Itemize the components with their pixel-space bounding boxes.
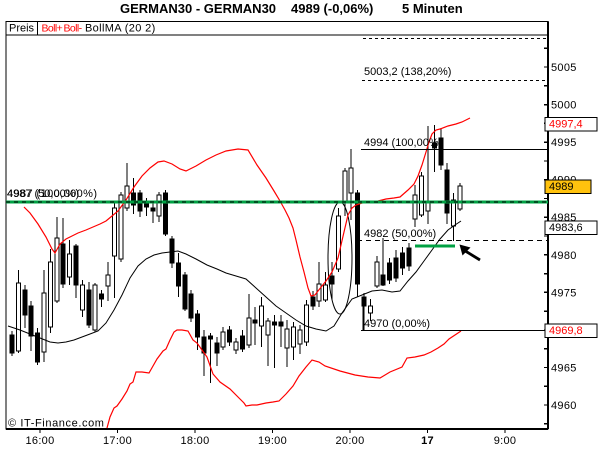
svg-text:4960: 4960 <box>551 400 577 412</box>
svg-text:16:00: 16:00 <box>25 435 54 447</box>
svg-text:19:00: 19:00 <box>258 435 287 447</box>
svg-text:BollMA (20 2): BollMA (20 2) <box>85 23 156 35</box>
svg-text:4969,8: 4969,8 <box>549 325 583 337</box>
svg-text:4989: 4989 <box>549 181 573 193</box>
svg-text:20:00: 20:00 <box>335 435 364 447</box>
svg-text:GERMAN30 - GERMAN30: GERMAN30 - GERMAN30 <box>120 1 276 16</box>
svg-text:4997,4: 4997,4 <box>549 118 583 130</box>
svg-text:4983,6: 4983,6 <box>549 222 583 234</box>
svg-text:4965: 4965 <box>551 362 577 374</box>
svg-text:5003,2 (138,20%): 5003,2 (138,20%) <box>364 66 451 78</box>
svg-text:9:00: 9:00 <box>494 435 517 447</box>
svg-text:4982 (50,00%): 4982 (50,00%) <box>364 228 436 240</box>
svg-text:4995: 4995 <box>551 137 577 149</box>
svg-text:5 Minuten: 5 Minuten <box>402 1 463 16</box>
svg-text:18:00: 18:00 <box>180 435 209 447</box>
svg-text:Boll+: Boll+ <box>42 23 63 35</box>
svg-text:4989 (-0,06%): 4989 (-0,06%) <box>291 1 373 16</box>
svg-text:© IT-Finance.com: © IT-Finance.com <box>8 418 105 430</box>
svg-text:5005: 5005 <box>551 62 577 74</box>
svg-text:Boll-: Boll- <box>64 23 83 35</box>
svg-text:17:00: 17:00 <box>103 435 132 447</box>
svg-text:4970 (0,00%): 4970 (0,00%) <box>364 318 430 330</box>
svg-text:4980: 4980 <box>551 250 577 262</box>
svg-text:4987 (50,00%): 4987 (50,00%) <box>7 188 79 200</box>
svg-text:4994 (100,00%): 4994 (100,00%) <box>364 137 442 149</box>
svg-text:4975: 4975 <box>551 287 577 299</box>
svg-text:5000: 5000 <box>551 100 577 112</box>
svg-text:4987 (100,000%): 4987 (100,000%) <box>7 188 97 200</box>
svg-text:Preis: Preis <box>9 23 35 35</box>
svg-text:17: 17 <box>421 435 434 447</box>
